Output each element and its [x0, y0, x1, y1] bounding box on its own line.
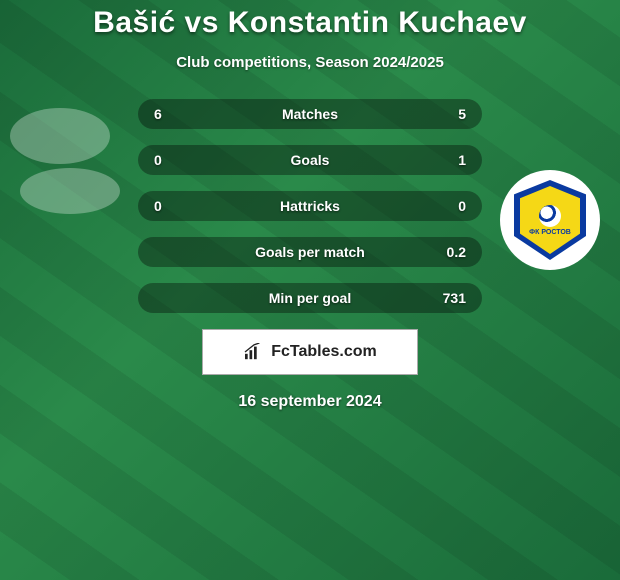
watermark-box: FcTables.com — [202, 329, 418, 375]
content-wrapper: Bašić vs Konstantin Kuchaev Club competi… — [0, 0, 620, 411]
club-crest-text: ФК РОСТОВ — [529, 229, 571, 236]
bar-chart-icon — [243, 343, 265, 361]
watermark-text: FcTables.com — [271, 343, 377, 361]
stat-label: Goals — [138, 152, 482, 168]
stat-right-value: 5 — [436, 106, 466, 122]
player-left-badge-placeholder-1 — [10, 108, 110, 164]
stat-label: Min per goal — [138, 290, 482, 306]
stat-row-goals: 0 Goals 1 — [138, 145, 482, 175]
footer-date: 16 september 2024 — [0, 393, 620, 411]
stat-right-value: 1 — [436, 152, 466, 168]
stat-label: Goals per match — [138, 244, 482, 260]
player-left-badge-placeholder-2 — [20, 168, 120, 214]
stat-row-hattricks: 0 Hattricks 0 — [138, 191, 482, 221]
stat-label: Matches — [138, 106, 482, 122]
page-title: Bašić vs Konstantin Kuchaev — [0, 6, 620, 40]
stat-label: Hattricks — [138, 198, 482, 214]
soccer-ball-icon — [539, 205, 561, 227]
stat-right-value: 0.2 — [436, 244, 466, 260]
stat-right-value: 731 — [436, 290, 466, 306]
club-crest: ФК РОСТОВ — [514, 180, 586, 260]
page-subtitle: Club competitions, Season 2024/2025 — [0, 54, 620, 71]
stat-row-goals-per-match: Goals per match 0.2 — [138, 237, 482, 267]
club-crest-inner: ФК РОСТОВ — [520, 186, 580, 254]
stat-row-matches: 6 Matches 5 — [138, 99, 482, 129]
stat-row-min-per-goal: Min per goal 731 — [138, 283, 482, 313]
player-right-club-badge: ФК РОСТОВ — [500, 170, 600, 270]
stat-right-value: 0 — [436, 198, 466, 214]
